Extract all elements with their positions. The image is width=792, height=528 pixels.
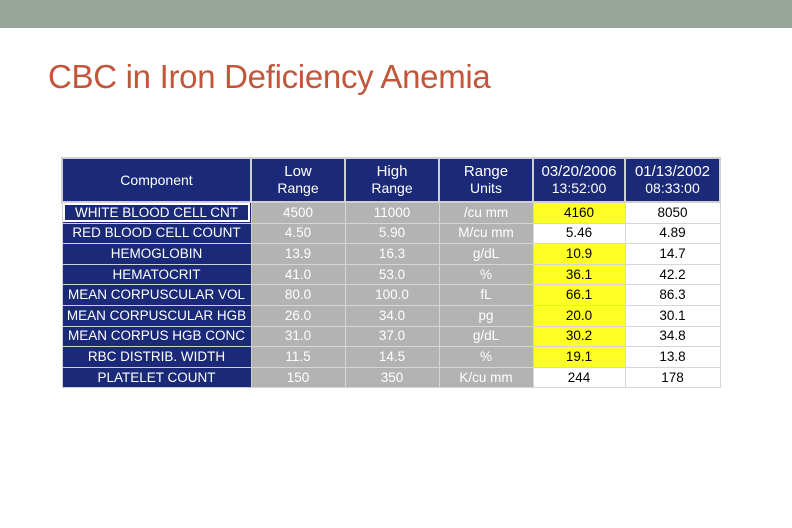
- header-range-units[interactable]: Range Units: [438, 157, 534, 203]
- range-units: %: [438, 263, 534, 286]
- range-units: g/dL: [438, 243, 534, 265]
- range-units: %: [438, 346, 534, 368]
- high-range: 5.90: [344, 222, 440, 245]
- range-units: /cu mm: [438, 201, 534, 224]
- slide-title: CBC in Iron Deficiency Anemia: [48, 58, 491, 95]
- value-2006: 10.9: [532, 243, 626, 265]
- high-range: 53.0: [344, 263, 440, 286]
- cbc-results-table: Component Low Range High Range Range Uni…: [61, 157, 721, 389]
- value-2006: 36.1: [532, 263, 626, 286]
- value-2006: 4160: [532, 201, 626, 224]
- table-row[interactable]: MEAN CORPUS HGB CONC 31.0 37.0 g/dL 30.2…: [61, 325, 721, 348]
- value-2006: 244: [532, 366, 626, 389]
- value-2002: 13.8: [624, 346, 721, 368]
- high-range: 350: [344, 366, 440, 389]
- top-accent-band: [0, 0, 792, 28]
- component-name[interactable]: RED BLOOD CELL COUNT: [61, 222, 252, 245]
- high-range: 37.0: [344, 325, 440, 348]
- value-2002: 30.1: [624, 304, 721, 327]
- header-date-2006[interactable]: 03/20/2006 13:52:00: [532, 157, 626, 203]
- low-range: 4500: [250, 201, 346, 224]
- low-range: 150: [250, 366, 346, 389]
- table-row[interactable]: RBC DISTRIB. WIDTH 11.5 14.5 % 19.1 13.8: [61, 346, 721, 368]
- range-units: M/cu mm: [438, 222, 534, 245]
- value-2002: 178: [624, 366, 721, 389]
- table-row[interactable]: RED BLOOD CELL COUNT 4.50 5.90 M/cu mm 5…: [61, 222, 721, 245]
- table-row[interactable]: HEMOGLOBIN 13.9 16.3 g/dL 10.9 14.7: [61, 243, 721, 265]
- low-range: 26.0: [250, 304, 346, 327]
- value-2006: 66.1: [532, 284, 626, 306]
- table-row[interactable]: WHITE BLOOD CELL CNT 4500 11000 /cu mm 4…: [61, 201, 721, 224]
- low-range: 41.0: [250, 263, 346, 286]
- low-range: 13.9: [250, 243, 346, 265]
- range-units: K/cu mm: [438, 366, 534, 389]
- component-name[interactable]: HEMOGLOBIN: [61, 243, 252, 265]
- component-name[interactable]: MEAN CORPUSCULAR HGB: [61, 304, 252, 327]
- low-range: 31.0: [250, 325, 346, 348]
- component-name[interactable]: MEAN CORPUS HGB CONC: [61, 325, 252, 348]
- table-header-row: Component Low Range High Range Range Uni…: [61, 157, 721, 203]
- range-units: g/dL: [438, 325, 534, 348]
- table-row[interactable]: PLATELET COUNT 150 350 K/cu mm 244 178: [61, 366, 721, 389]
- header-low-range[interactable]: Low Range: [250, 157, 346, 203]
- table-row[interactable]: HEMATOCRIT 41.0 53.0 % 36.1 42.2: [61, 263, 721, 286]
- value-2002: 86.3: [624, 284, 721, 306]
- high-range: 34.0: [344, 304, 440, 327]
- low-range: 4.50: [250, 222, 346, 245]
- value-2002: 42.2: [624, 263, 721, 286]
- high-range: 14.5: [344, 346, 440, 368]
- table-body: WHITE BLOOD CELL CNT 4500 11000 /cu mm 4…: [61, 201, 721, 389]
- high-range: 16.3: [344, 243, 440, 265]
- low-range: 80.0: [250, 284, 346, 306]
- range-units: fL: [438, 284, 534, 306]
- value-2002: 14.7: [624, 243, 721, 265]
- high-range: 11000: [344, 201, 440, 224]
- high-range: 100.0: [344, 284, 440, 306]
- header-component[interactable]: Component: [61, 157, 252, 203]
- value-2006: 19.1: [532, 346, 626, 368]
- component-name[interactable]: PLATELET COUNT: [61, 366, 252, 389]
- range-units: pg: [438, 304, 534, 327]
- component-name[interactable]: MEAN CORPUSCULAR VOL: [61, 284, 252, 306]
- value-2002: 4.89: [624, 222, 721, 245]
- value-2006: 30.2: [532, 325, 626, 348]
- component-name[interactable]: RBC DISTRIB. WIDTH: [61, 346, 252, 368]
- header-high-range[interactable]: High Range: [344, 157, 440, 203]
- value-2002: 8050: [624, 201, 721, 224]
- header-date-2002[interactable]: 01/13/2002 08:33:00: [624, 157, 721, 203]
- value-2006: 5.46: [532, 222, 626, 245]
- table-row[interactable]: MEAN CORPUSCULAR VOL 80.0 100.0 fL 66.1 …: [61, 284, 721, 306]
- component-name[interactable]: HEMATOCRIT: [61, 263, 252, 286]
- table-row[interactable]: MEAN CORPUSCULAR HGB 26.0 34.0 pg 20.0 3…: [61, 304, 721, 327]
- component-name[interactable]: WHITE BLOOD CELL CNT: [61, 201, 252, 224]
- value-2006: 20.0: [532, 304, 626, 327]
- value-2002: 34.8: [624, 325, 721, 348]
- low-range: 11.5: [250, 346, 346, 368]
